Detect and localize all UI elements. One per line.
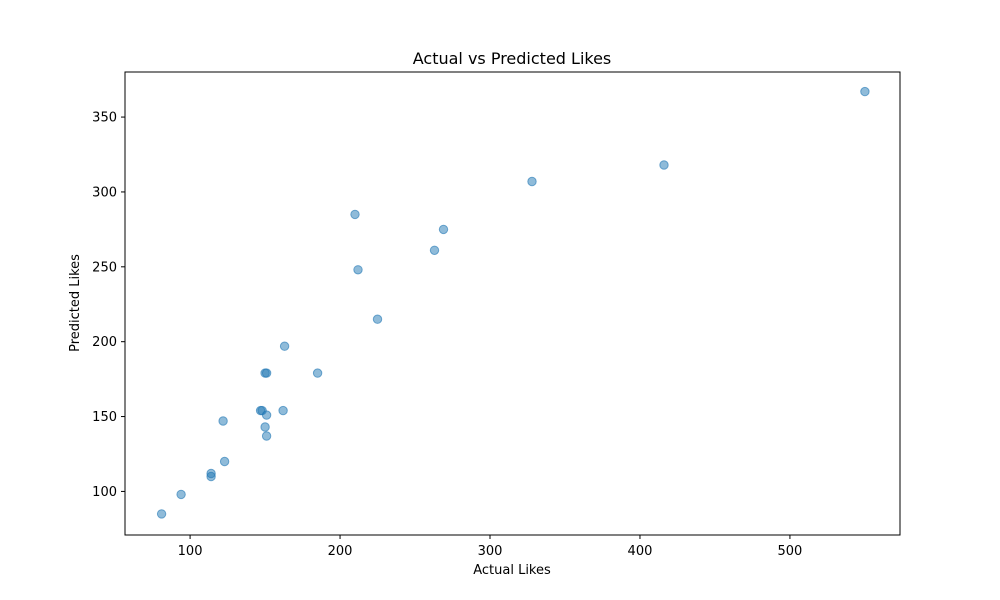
x-tick-label: 400: [628, 544, 653, 559]
x-tick-label: 300: [478, 544, 503, 559]
scatter-point-1: [156, 509, 167, 519]
y-tick-label: 150: [92, 410, 117, 425]
scatter-point-14: [278, 405, 288, 416]
y-axis-label: Predicted Likes: [68, 254, 83, 352]
scatter-point-12: [261, 410, 272, 420]
scatter-point-23: [659, 160, 669, 170]
plot-frame: [124, 71, 901, 536]
x-tick-label: 100: [178, 544, 203, 559]
scatter-point-17: [350, 209, 360, 220]
y-tick-label: 300: [92, 185, 117, 200]
scatter-point-19: [372, 314, 383, 324]
scatter-point-22: [527, 176, 537, 187]
scatter-point-5: [218, 416, 228, 426]
scatter-point-15: [279, 341, 290, 351]
scatter-point-4: [206, 468, 216, 479]
scatter-point-20: [429, 245, 440, 256]
scatter-point-2: [176, 489, 186, 500]
x-axis: 100 200 300 400 500: [178, 535, 803, 559]
chart-title: Actual vs Predicted Likes: [413, 49, 612, 68]
x-axis-label: Actual Likes: [473, 563, 551, 578]
y-axis: 100 150 200 250 300 350: [92, 111, 125, 500]
x-tick-label: 500: [778, 544, 803, 559]
y-tick-label: 350: [92, 111, 117, 126]
y-tick-label: 200: [92, 335, 117, 350]
scatter-point-9: [260, 422, 270, 432]
scatter-point-13: [261, 431, 272, 441]
scatter-point-21: [438, 224, 449, 235]
scatter-point-6: [219, 456, 230, 467]
scatter-point-11: [261, 368, 272, 378]
x-tick-label: 200: [328, 544, 353, 559]
scatter-point-24: [860, 86, 870, 97]
scatter-point-16: [312, 368, 323, 378]
points-layer: [156, 86, 870, 519]
y-tick-label: 100: [92, 485, 117, 500]
scatter-point-18: [353, 265, 363, 275]
y-tick-label: 250: [92, 260, 117, 275]
